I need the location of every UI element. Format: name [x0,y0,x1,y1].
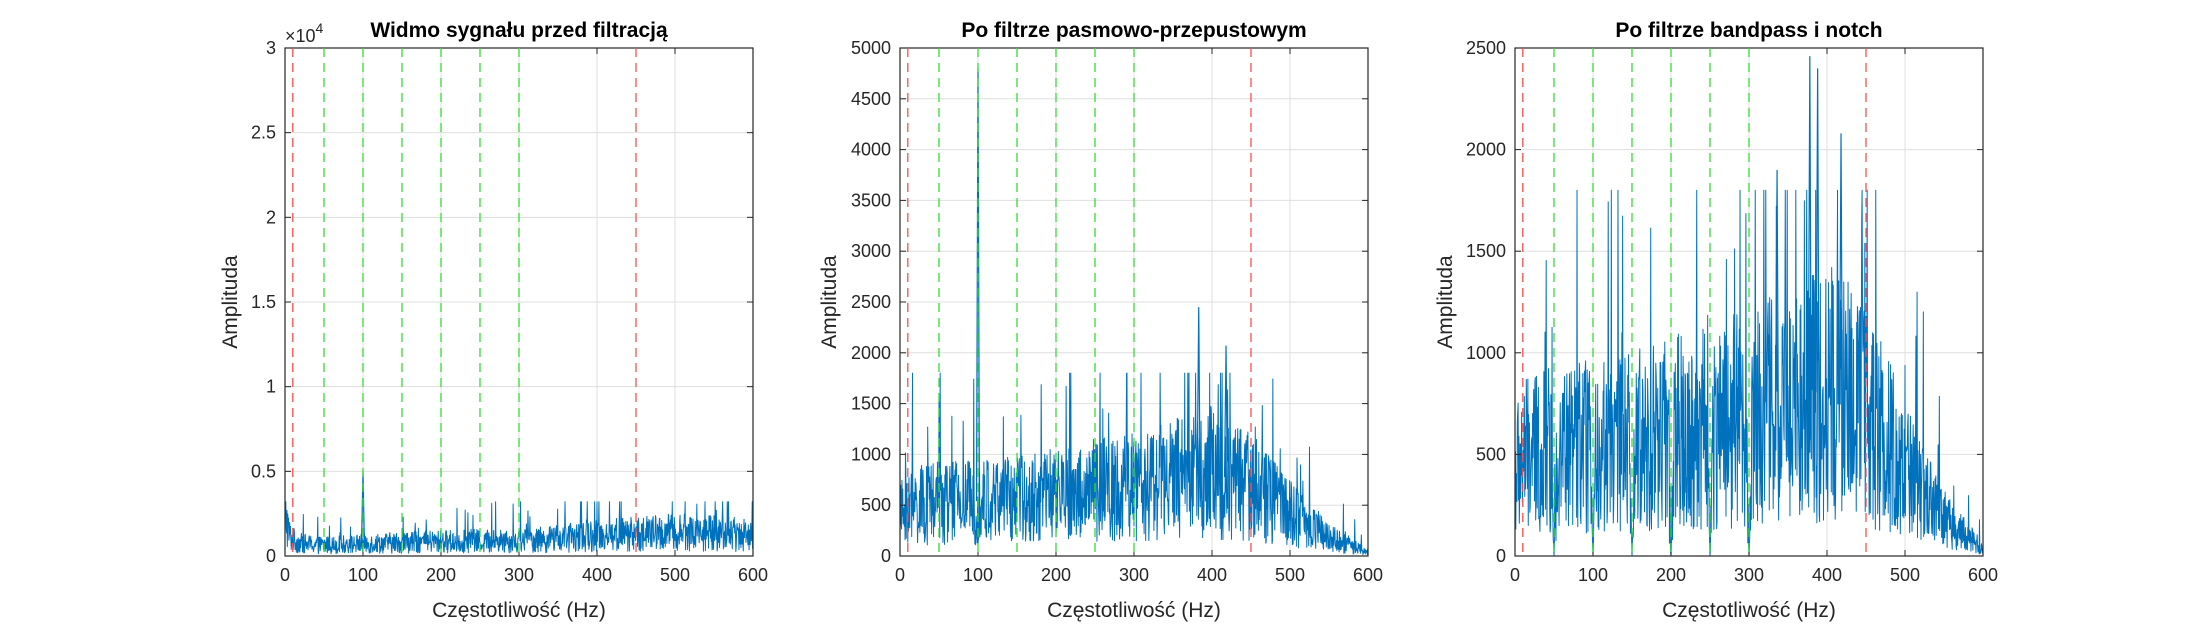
x-tick-label: 600 [738,565,768,585]
y-tick-label: 1 [266,377,276,397]
y-tick-label: 3000 [851,241,891,261]
x-tick-label: 400 [1812,565,1842,585]
y-tick-label: 2.5 [251,123,276,143]
signal-spike [1223,345,1229,509]
y-axis-exponent: ×104 [285,20,324,46]
y-tick-label: 2000 [1466,140,1506,160]
signal-spike [1196,307,1201,508]
y-tick-label: 0 [1496,546,1506,566]
tick-layer: 0 100 200 300 400 500 600 0 500 1000 1500 2000 2500 [1466,38,1998,585]
x-axis-label: Częstotliwość (Hz) [1047,599,1221,622]
x-tick-label: 400 [582,565,612,585]
y-tick-label: 1500 [1466,241,1506,261]
x-tick-label: 100 [963,565,993,585]
chart-title: Widmo sygnału przed filtracją [370,19,668,42]
y-axis-label: Amplituda [219,255,242,349]
x-axis-label: Częstotliwość (Hz) [1662,599,1836,622]
y-tick-label: 1.5 [251,292,276,312]
chart-panel-spectrum-before-filtering: 0 100 200 300 400 500 600 0 0.5 1 1.5 2 2.5 3 Widmo s… [219,19,768,622]
y-tick-label: 3500 [851,190,891,210]
y-tick-label: 3 [266,38,276,58]
signal-spike [1815,68,1820,458]
chart-panel-after-bandpass-and-notch: 0 100 200 300 400 500 60005001000150020002500 … [1434,19,1998,622]
x-tick-label: 500 [1890,565,1920,585]
y-tick-label: 2500 [851,292,891,312]
y-tick-label: 0 [266,546,276,566]
y-tick-label: 5000 [851,38,891,58]
tick-layer: 0 100 200 300 400 500 600 0 500 1000 1500 2000 2500 3… [851,38,1383,585]
signal-spike [1838,133,1844,462]
signal-spike [1774,169,1780,467]
x-tick-label: 200 [426,565,456,585]
x-tick-label: 200 [1656,565,1686,585]
y-tick-label: 2500 [1466,38,1506,58]
x-tick-label: 600 [1968,565,1998,585]
y-tick-label: 500 [1476,444,1506,464]
y-tick-label: 1500 [851,394,891,414]
x-axis-label: Częstotliwość (Hz) [432,599,606,622]
y-tick-label: 500 [861,495,891,515]
chart-panel-after-bandpass: 0 100 200 300 400 500 600 0 500 1000 1500 2000 2500 3… [818,19,1383,622]
y-axis-label: Amplituda [1434,255,1457,349]
chart-title: Po filtrze bandpass i notch [1615,19,1882,42]
y-tick-label: 0.5 [251,461,276,481]
x-tick-label: 400 [1197,565,1227,585]
x-tick-label: 100 [1578,565,1608,585]
y-tick-label: 4000 [851,140,891,160]
y-tick-label: 0 [881,546,891,566]
x-tick-label: 300 [1119,565,1149,585]
x-tick-label: 600 [1353,565,1383,585]
x-tick-label: 300 [1734,565,1764,585]
x-tick-label: 0 [280,565,290,585]
y-tick-label: 2000 [851,343,891,363]
y-tick-label: 1000 [851,444,891,464]
chart-title: Po filtrze pasmowo-przepustowym [961,19,1306,42]
tick-layer: 0 100 200 300 400 500 600 0 0.5 1 1.5 2 2.5 3 [251,38,768,585]
x-tick-label: 100 [348,565,378,585]
x-tick-label: 0 [895,565,905,585]
signal-spike [1807,56,1812,460]
x-tick-label: 300 [504,565,534,585]
y-tick-label: 4500 [851,89,891,109]
exponent-base: ×10 [285,26,316,46]
y-tick-label: 1000 [1466,343,1506,363]
exponent-power: 4 [316,20,324,36]
x-tick-label: 500 [660,565,690,585]
x-tick-label: 500 [1275,565,1305,585]
y-tick-label: 2 [266,207,276,227]
x-tick-label: 200 [1041,565,1071,585]
x-tick-label: 0 [1510,565,1520,585]
y-axis-label: Amplituda [818,255,841,349]
